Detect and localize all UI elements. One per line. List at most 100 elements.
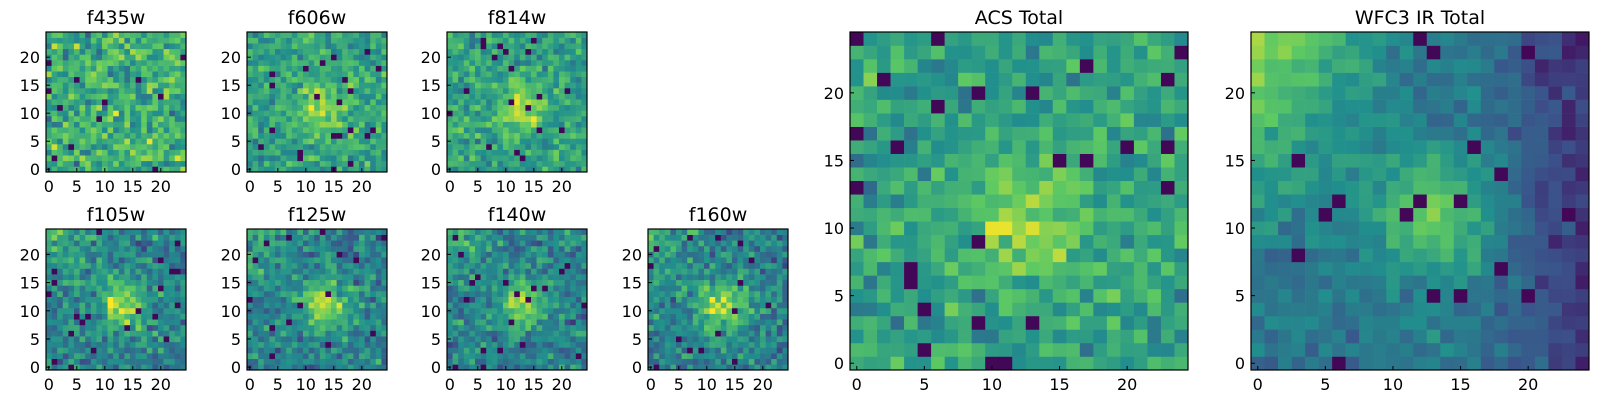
heatmap-cell <box>130 88 136 94</box>
heatmap-cell <box>263 307 270 314</box>
heatmap-cell <box>1012 126 1027 141</box>
heatmap-cell <box>113 144 120 150</box>
heatmap-cell <box>503 336 509 343</box>
heatmap-cell <box>359 307 365 314</box>
heatmap-cell <box>314 160 321 167</box>
heatmap-cell <box>480 302 487 309</box>
heatmap-cell <box>247 71 253 78</box>
heatmap-cell <box>486 341 493 348</box>
heatmap-cell <box>291 330 298 337</box>
heatmap-cell <box>62 144 69 150</box>
heatmap-cell <box>1106 288 1121 303</box>
heatmap-cell <box>51 138 58 145</box>
heatmap-cell <box>531 32 537 38</box>
heatmap-cell <box>57 291 64 297</box>
heatmap-cell <box>659 234 666 241</box>
heatmap-cell <box>475 285 481 292</box>
heatmap-cell <box>570 319 577 326</box>
heatmap-cell <box>998 126 1013 141</box>
heatmap-cell <box>782 296 789 303</box>
heatmap-cell <box>141 358 148 365</box>
heatmap-cell <box>681 234 688 241</box>
heatmap-cell <box>720 285 727 292</box>
heatmap-cell <box>347 274 354 281</box>
heatmap-cell <box>653 313 660 320</box>
heatmap-cell <box>364 104 371 111</box>
heatmap-cell <box>782 245 789 252</box>
heatmap-cell <box>687 296 694 303</box>
heatmap-cell <box>570 104 577 111</box>
heatmap-cell <box>297 166 304 173</box>
heatmap-cell <box>553 88 560 94</box>
heatmap-cell <box>553 127 560 134</box>
heatmap-cell <box>877 248 891 263</box>
heatmap-cell <box>113 268 120 275</box>
heatmap-cell <box>130 257 136 264</box>
heatmap-cell <box>258 324 265 331</box>
heatmap-cell <box>536 104 543 111</box>
heatmap-cell <box>96 302 103 309</box>
heatmap-cell <box>46 88 52 94</box>
heatmap-cell <box>85 285 92 292</box>
heatmap-cell <box>102 127 108 134</box>
heatmap-cell <box>68 110 75 117</box>
heatmap-cell <box>342 262 349 269</box>
heatmap-cell <box>303 104 309 111</box>
heatmap-cell <box>536 37 543 44</box>
heatmap-cell <box>118 116 125 122</box>
heatmap-cell <box>308 291 315 297</box>
heatmap-cell <box>130 341 136 348</box>
heatmap-cell <box>297 71 304 78</box>
heatmap-cell <box>319 240 326 247</box>
heatmap-cell <box>347 313 354 320</box>
heatmap-cell <box>107 54 114 61</box>
heatmap-cell <box>381 71 388 78</box>
heatmap-cell <box>269 160 276 167</box>
heatmap-cell <box>514 313 521 320</box>
heatmap-cell <box>347 82 354 89</box>
heatmap-cell <box>280 307 287 314</box>
heatmap-cell <box>525 302 532 309</box>
heatmap-cell <box>904 194 918 209</box>
heatmap-cell <box>57 71 64 78</box>
heatmap-cell <box>726 307 733 314</box>
heatmap-cell <box>342 60 349 66</box>
heatmap-cell <box>547 324 554 331</box>
heatmap-cell <box>275 43 281 50</box>
heatmap-cell <box>559 37 565 44</box>
heatmap-cell <box>297 93 304 100</box>
heatmap-cell <box>342 43 349 50</box>
heatmap-cell <box>280 82 287 89</box>
heatmap-cell <box>704 291 710 297</box>
heatmap-cell <box>347 291 354 297</box>
heatmap-cell <box>303 262 309 269</box>
heatmap-cell <box>531 229 537 235</box>
heatmap-cell <box>776 240 783 247</box>
heatmap-cell <box>158 251 164 258</box>
heatmap-cell <box>258 160 265 167</box>
heatmap-cell <box>653 319 660 326</box>
heatmap-cell <box>570 302 577 309</box>
heatmap-cell <box>1012 167 1027 182</box>
heatmap-cell <box>1147 329 1162 344</box>
heatmap-cell <box>342 341 349 348</box>
heatmap-cell <box>51 268 58 275</box>
heatmap-cell <box>291 54 298 61</box>
heatmap-cell <box>269 60 276 66</box>
heatmap-cell <box>46 274 52 281</box>
heatmap-cell <box>480 155 487 162</box>
heatmap-cell <box>709 262 716 269</box>
heatmap-cell <box>141 313 148 320</box>
heatmap-cell <box>152 313 159 320</box>
heatmap-cell <box>458 88 465 94</box>
heatmap-cell <box>375 82 382 89</box>
heatmap-cell <box>581 330 588 337</box>
heatmap-cell <box>1174 288 1189 303</box>
x-tick-label: 10 <box>296 375 316 394</box>
heatmap-cell <box>107 138 114 145</box>
heatmap-cell <box>698 347 705 354</box>
heatmap-cell <box>648 268 654 275</box>
heatmap-cell <box>503 71 509 78</box>
heatmap-cell <box>732 313 738 320</box>
heatmap-cell <box>1012 356 1027 371</box>
